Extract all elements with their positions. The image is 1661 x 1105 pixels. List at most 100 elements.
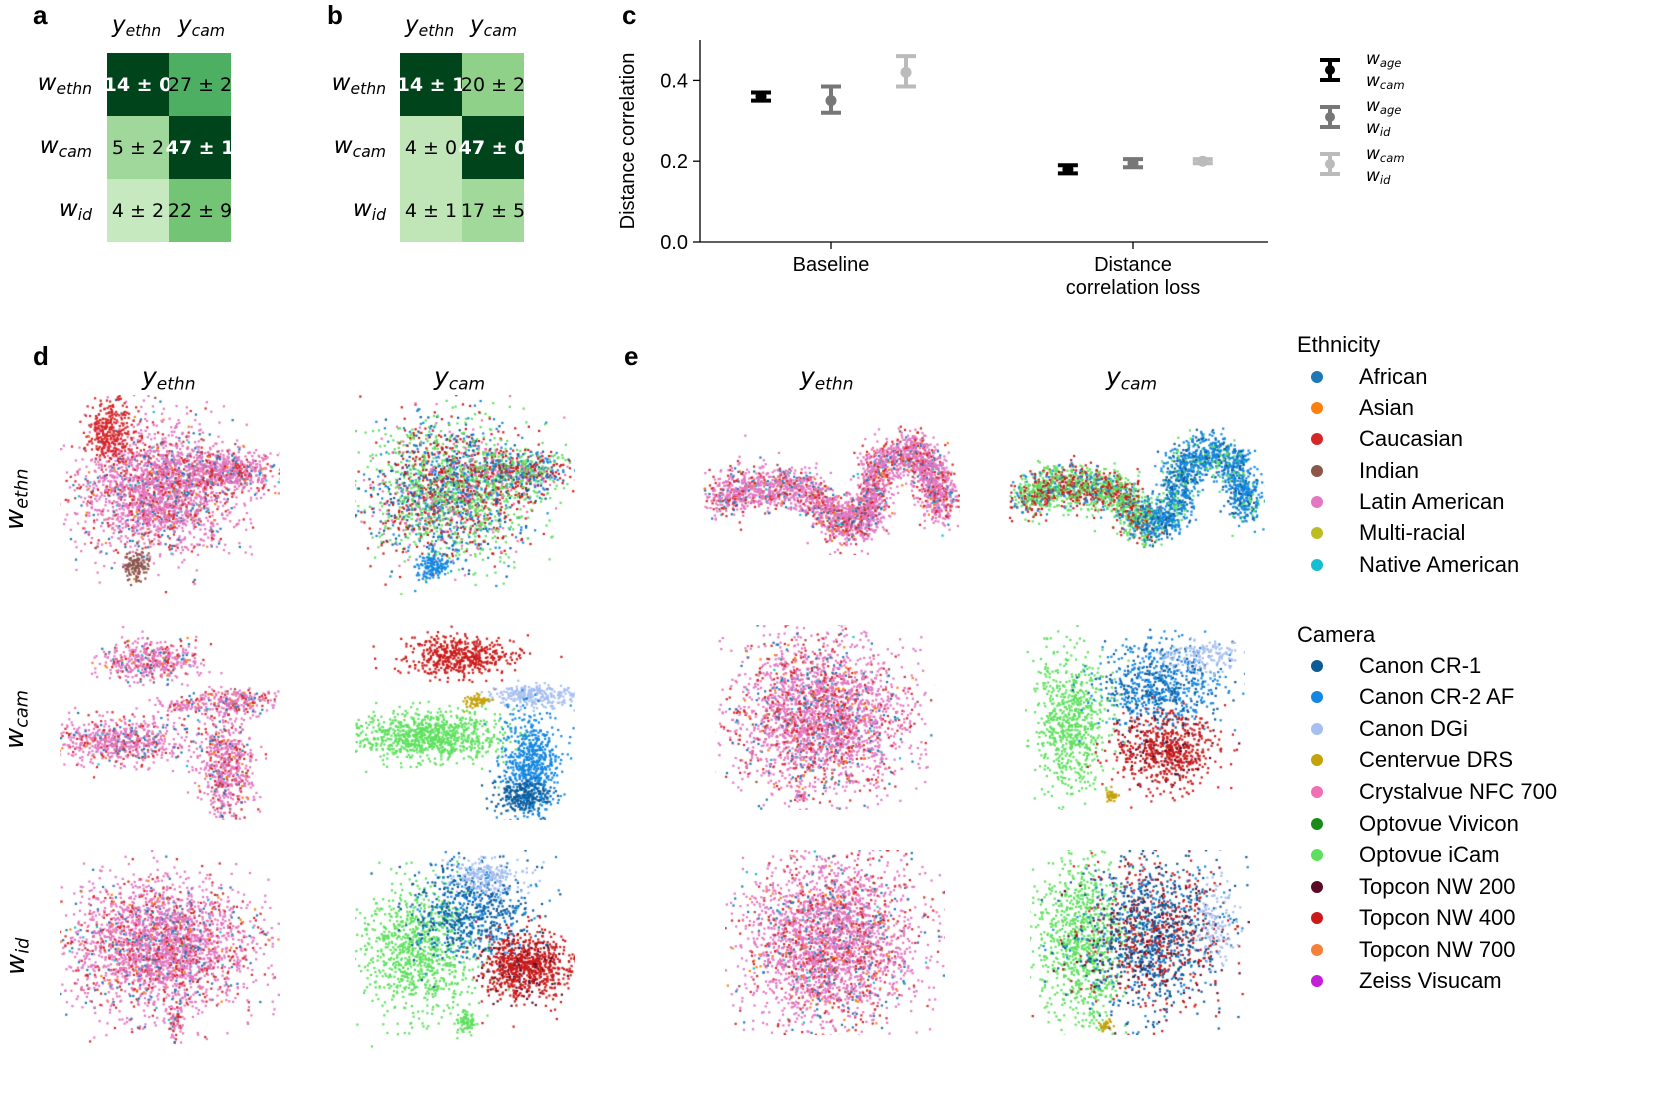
legend-item: Canon DGi [1300, 716, 1468, 742]
camera-legend-title: Camera [1297, 622, 1376, 647]
heatmap-cell: 20 ± 2 [461, 53, 525, 116]
heatmap-cell: 22 ± 9 [168, 179, 232, 242]
heatmap-a-col-header: yethn [112, 12, 162, 40]
legend-swatch [1311, 975, 1323, 987]
legend-swatch [1311, 496, 1323, 508]
chart-axes: 0.0 0.2 0.4 Distance correlation Baseline Dis… [617, 40, 1268, 299]
heatmap-a-row-header: wethn [37, 70, 92, 98]
heatmap-cell: 4 ± 2 [107, 179, 169, 242]
legend-swatch [1311, 660, 1323, 672]
heatmap-b-row-header: wethn [331, 70, 386, 98]
legend-label: Zeiss Visucam [1359, 968, 1502, 993]
tsne-plot-d-wethn-ycam [355, 395, 575, 595]
heatmap-cell: 5 ± 2 [107, 116, 169, 179]
legend-item: Crystalvue NFC 700 [1300, 779, 1557, 805]
errorbar-mean-point [1197, 155, 1209, 167]
legend-label: Caucasian [1359, 426, 1463, 451]
legend-series-label: wage wcam [1366, 49, 1405, 92]
legend-errorbar-point [1325, 112, 1335, 122]
panel-label-c: c [622, 0, 637, 30]
legend-swatch [1311, 723, 1323, 735]
legend-item: Canon CR-1 [1300, 653, 1481, 679]
legend-errorbar-point [1325, 159, 1335, 169]
ethnicity-legend-title: Ethnicity [1297, 332, 1381, 357]
heatmap-b-row-header: wcam [333, 133, 386, 161]
legend-item: Latin American [1300, 489, 1505, 515]
scatter-d-col-header: yethn [142, 362, 196, 395]
legend-item: Indian [1300, 458, 1419, 484]
heatmap-cell: 4 ± 0 [400, 116, 462, 179]
tsne-plot-d-wid-ycam [355, 850, 575, 1050]
scatter-d-col-header: ycam [434, 362, 486, 395]
y-tick-label: 0.0 [660, 232, 688, 254]
y-tick-label: 0.4 [660, 70, 688, 92]
legend-swatch [1311, 944, 1323, 956]
legend-series-label: wage wid [1366, 96, 1402, 139]
legend-item: Optovue Vivicon [1300, 811, 1519, 837]
legend-label: Indian [1359, 458, 1419, 483]
legend-label: Topcon NW 700 [1359, 937, 1516, 962]
heatmap-cell: 14 ± 0 [104, 53, 172, 116]
legend-label: African [1359, 364, 1428, 389]
tsne-plot-e-wid-ycam [1030, 850, 1250, 1035]
legend-item: Zeiss Visucam [1300, 968, 1502, 994]
errorbar-mean-point [900, 66, 912, 78]
legend-item: Topcon NW 400 [1300, 905, 1516, 931]
legend-swatch [1311, 912, 1323, 924]
legend-item: Centervue DRS [1300, 747, 1513, 773]
heatmap-cell: 47 ± 0 [459, 116, 527, 179]
distance-correlation-chart: 0.0 0.2 0.4 Distance correlation Baseline Dis… [617, 40, 1268, 299]
tsne-plot-e-wethn-ycam [1005, 425, 1265, 555]
heatmap-a-grid: 14 ± 0 27 ± 2 5 ± 2 47 ± 1 4 ± 2 22 ± 9 [104, 53, 234, 242]
legend-item: Asian [1300, 395, 1414, 421]
legend-swatch [1311, 786, 1323, 798]
heatmap-b-grid: 14 ± 1 20 ± 2 4 ± 0 47 ± 0 4 ± 1 17 ± 5 [397, 53, 527, 242]
scatter-e-col-header: ycam [1106, 362, 1158, 395]
heatmap-cell: 47 ± 1 [166, 116, 234, 179]
legend-label: Asian [1359, 395, 1415, 420]
panel-label-a: a [33, 0, 48, 30]
heatmap-b-row-header: wid [352, 196, 386, 224]
legend-label: Canon CR-1 [1359, 653, 1482, 678]
tsne-plot-d-wid-yethn [60, 850, 280, 1050]
panel-label-b: b [327, 0, 343, 30]
legend-item: Caucasian [1300, 426, 1463, 452]
legend-item: Optovue iCam [1300, 842, 1500, 868]
legend-label: Multi-racial [1359, 520, 1466, 545]
legend-errorbar-point [1325, 65, 1335, 75]
heatmap-a-row-header: wcam [39, 133, 92, 161]
y-axis-label: Distance correlation [617, 53, 639, 230]
errorbar-mean-point [825, 95, 837, 107]
x-tick-label: Distance correlation loss [1066, 254, 1201, 299]
errorbar-legend-markers [1320, 58, 1340, 176]
errorbar-mean-point [1062, 163, 1074, 175]
legend-swatch [1311, 754, 1323, 766]
legend-swatch [1311, 433, 1323, 445]
panel-label-d: d [33, 341, 49, 371]
y-tick-label: 0.2 [660, 151, 688, 173]
tsne-plot-e-wcam-yethn [715, 625, 935, 810]
scatter-e-col-header: yethn [800, 362, 854, 395]
legend-label: Optovue Vivicon [1359, 811, 1519, 836]
scatter-row-header: wcam [0, 689, 33, 749]
legend-item: Canon CR-2 AF [1300, 684, 1514, 710]
errorbar-mean-point [1127, 157, 1139, 169]
legend-label: Canon DGi [1359, 716, 1468, 741]
legend-label: Canon CR-2 AF [1359, 684, 1515, 709]
scatter-row-header: wid [1, 937, 34, 975]
legend-swatch [1311, 371, 1323, 383]
legend-item: Topcon NW 200 [1300, 874, 1516, 900]
heatmap-b-col-header: yethn [405, 12, 455, 40]
heatmap-b-col-header: ycam [470, 12, 518, 40]
tsne-plot-e-wethn-yethn [700, 425, 960, 555]
legend-item: Native American [1300, 552, 1519, 578]
errorbar-mean-point [755, 91, 767, 103]
x-tick-label: Baseline [793, 254, 870, 276]
legend-swatch [1311, 818, 1323, 830]
legend-label: Optovue iCam [1359, 842, 1500, 867]
heatmap-cell: 27 ± 2 [168, 53, 232, 116]
legend-label: Native American [1359, 552, 1520, 577]
legend-swatch [1311, 402, 1323, 414]
heatmap-cell: 14 ± 1 [397, 53, 465, 116]
legend-label: Latin American [1359, 489, 1505, 514]
